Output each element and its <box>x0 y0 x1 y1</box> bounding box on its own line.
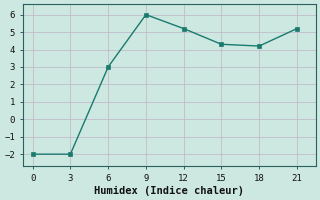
X-axis label: Humidex (Indice chaleur): Humidex (Indice chaleur) <box>94 186 244 196</box>
